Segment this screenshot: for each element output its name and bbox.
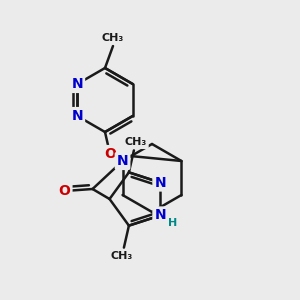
Text: CH₃: CH₃	[125, 137, 147, 147]
Text: CH₃: CH₃	[111, 250, 133, 261]
Text: N: N	[154, 176, 166, 190]
Text: N: N	[154, 208, 166, 223]
Text: CH₃: CH₃	[102, 33, 124, 43]
Text: N: N	[117, 154, 128, 168]
Text: N: N	[71, 109, 83, 123]
Text: O: O	[58, 184, 70, 198]
Text: O: O	[104, 147, 116, 161]
Text: H: H	[168, 218, 177, 229]
Text: N: N	[71, 77, 83, 91]
